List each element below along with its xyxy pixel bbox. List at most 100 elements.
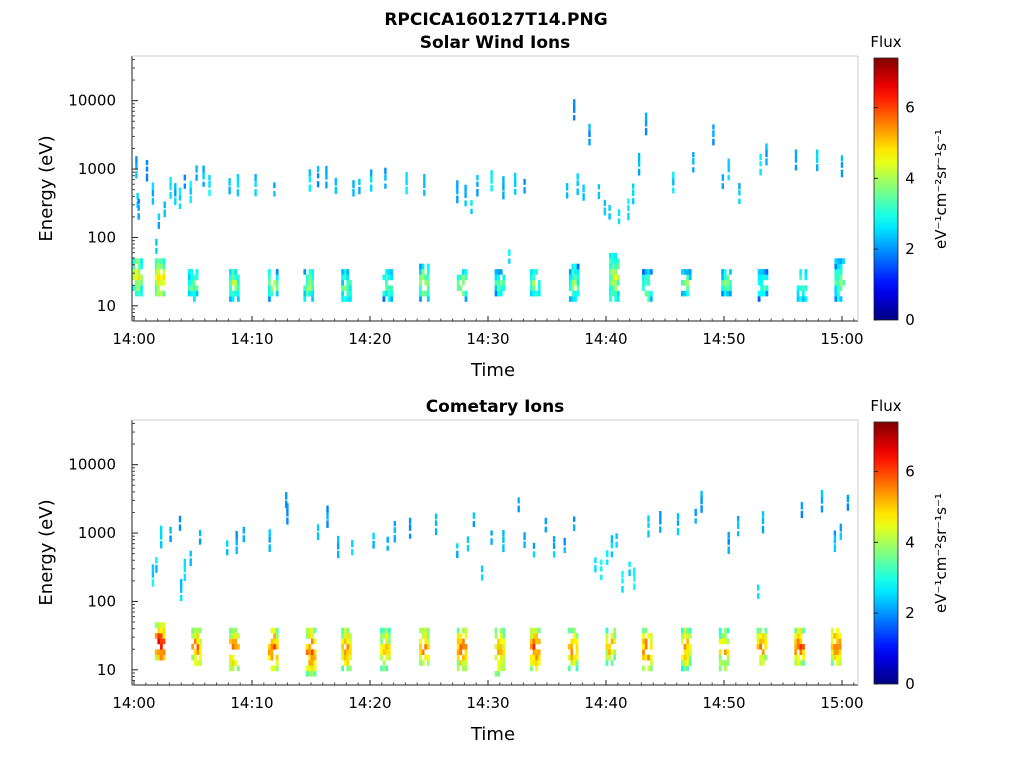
colorbar-tick-label: 2 [905,604,915,622]
flux-cell [761,638,765,645]
flux-point [839,523,842,532]
flux-cell [308,274,312,281]
flux-point [242,535,245,543]
flux-cell [154,263,158,270]
flux-point [408,524,412,531]
flux-point [202,171,205,180]
flux-cell [838,633,842,639]
flux-cell [134,269,138,275]
flux-point [490,170,493,176]
flux-cell [726,660,730,666]
flux-cell [236,280,240,286]
flux-cell [464,660,468,666]
flux-cell [236,285,240,291]
flux-point [712,138,715,146]
flux-point [761,517,765,525]
flux-cell [608,644,611,650]
flux-cell [494,274,498,281]
flux-cell [535,627,538,634]
flux-point [372,540,375,549]
flux-burst [305,627,317,677]
flux-cell [234,269,238,275]
flux-cell [834,263,838,270]
flux-cell [614,290,618,297]
flux-cell [270,285,274,291]
flux-cell [234,627,238,634]
flux-cell [834,280,838,286]
flux-cell [724,649,727,655]
flux-point [600,566,603,572]
flux-cell [570,644,574,650]
flux-cell [456,274,460,281]
flux-cell [804,296,808,302]
flux-point [839,532,842,540]
flux-cell [614,296,618,302]
flux-cell [346,638,350,645]
flux-cell [570,654,574,661]
flux-cell [570,660,574,666]
flux-cell [462,290,465,297]
flux-point [308,169,311,177]
flux-cell [537,290,541,297]
flux-burst [154,622,166,661]
flux-cell [311,290,314,297]
flux-cell [421,269,425,275]
flux-point [405,171,408,179]
flux-cell [794,627,798,634]
flux-point [466,536,470,543]
flux-cell [836,644,839,650]
flux-cell [464,665,468,672]
flux-cell [426,660,430,666]
flux-cell [137,290,141,297]
flux-cell [573,633,576,639]
flux-cell [382,649,386,655]
flux-point [676,513,680,520]
flux-cell [760,274,764,281]
flux-burst [681,627,692,672]
flux-cell [426,269,430,275]
flux-cell [464,644,468,650]
flux-cell [760,290,764,297]
flux-point [846,503,850,511]
flux-cell [231,269,235,275]
flux-cell [193,285,196,291]
flux-cell [647,290,651,297]
flux-point [576,173,579,180]
flux-burst [154,258,166,297]
flux-burst [132,258,143,297]
flux-cell [762,285,766,291]
flux-cell [421,649,425,655]
flux-cell [305,671,309,677]
flux-cell [681,269,684,275]
flux-cell [234,274,238,281]
flux-point [761,511,765,518]
flux-cell [757,296,761,302]
flux-cell [270,638,274,645]
flux-cell [160,633,163,639]
flux-cell [229,627,232,634]
flux-cell [341,638,344,645]
flux-cell [311,649,314,655]
flux-cell [311,627,314,634]
flux-cell [137,280,141,286]
flux-cell [610,649,614,655]
flux-cell [502,644,506,650]
flux-cell [611,274,615,281]
flux-cell [642,644,645,650]
flux-point [408,517,412,525]
flux-cell [236,644,240,650]
flux-cell [834,274,838,281]
flux-point [840,162,844,168]
flux-point [202,181,205,187]
flux-cell [573,638,576,645]
flux-cell [802,654,805,661]
flux-point [405,186,408,195]
flux-point [597,191,601,199]
flux-point [600,574,603,580]
flux-point [727,158,730,167]
flux-cell [419,285,422,291]
colorbar-tick-label: 0 [905,311,915,329]
flux-point [174,183,177,189]
flux-cell [157,290,161,297]
flux-cell [802,649,805,655]
